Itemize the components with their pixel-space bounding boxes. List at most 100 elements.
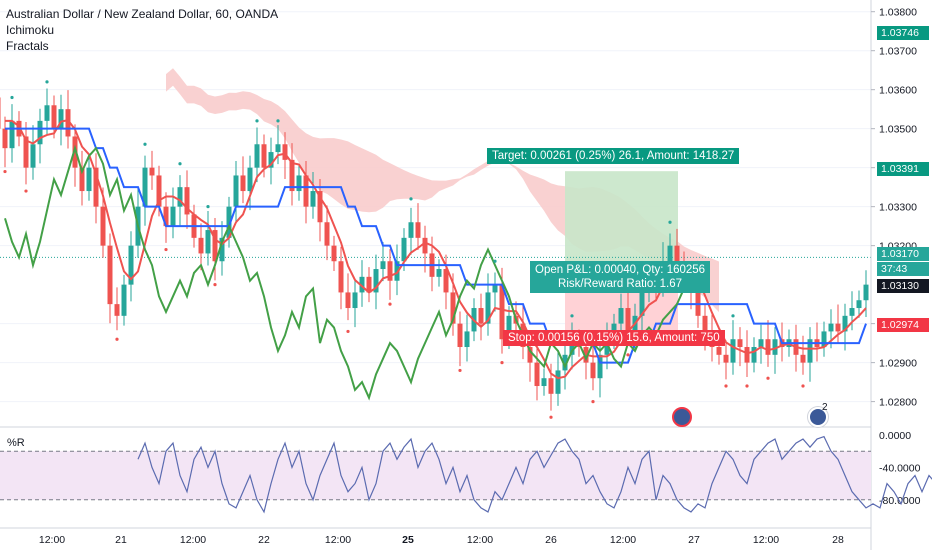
candle-body-10 xyxy=(51,105,57,129)
candle-body-124 xyxy=(849,308,855,316)
candle-body-113 xyxy=(772,339,778,355)
fractal-up-4 xyxy=(10,95,14,100)
candle-body-54 xyxy=(359,276,365,293)
time-tick-5: 25 xyxy=(402,534,414,546)
candle-body-37 xyxy=(240,175,246,192)
time-tick-11: 28 xyxy=(832,534,844,546)
candle-body-21 xyxy=(128,245,134,285)
time-tick-4: 12:00 xyxy=(325,534,351,546)
fractal-down-6 xyxy=(24,189,28,193)
candle-body-25 xyxy=(156,175,162,207)
candle-body-56 xyxy=(373,269,379,293)
candle-body-106 xyxy=(723,354,729,363)
price-tick-5: 1.03300 xyxy=(879,202,917,214)
time-axis[interactable]: 12:00 21 12:00 22 12:00 25 12:00 26 12:00 27 12:00… xyxy=(0,527,871,546)
williams-r-pane xyxy=(0,426,932,514)
fractal-down-58 xyxy=(388,302,392,306)
risk-reward-text: Risk/Reward Ratio: 1.67 xyxy=(558,278,683,290)
chikou-line xyxy=(4,144,699,401)
indicator-fractals[interactable]: Fractals xyxy=(6,39,49,53)
candle-body-12 xyxy=(65,109,71,137)
candle-body-111 xyxy=(758,339,764,348)
candle-body-110 xyxy=(751,347,757,363)
candle-body-68 xyxy=(457,323,463,348)
candle-body-118 xyxy=(807,339,813,363)
candle-body-89 xyxy=(604,339,610,355)
candle-body-24 xyxy=(149,167,155,176)
wr-line xyxy=(137,435,932,514)
fractal-down-74 xyxy=(500,361,504,365)
fractal-up-28 xyxy=(178,162,182,166)
candle-body-6 xyxy=(23,136,29,168)
candle-body-31 xyxy=(198,237,204,254)
price-label-high: 1.03746 xyxy=(877,26,929,40)
fractal-down-87 xyxy=(591,400,595,404)
candle-body-82 xyxy=(555,370,561,394)
fractal-up-39 xyxy=(255,119,259,123)
candle-body-91 xyxy=(618,308,624,324)
candle-body-29 xyxy=(184,187,190,215)
stop-badge[interactable]: Stop: 0.00156 (0.15%) 15.6, Amount: 750 xyxy=(503,330,725,346)
fractal-down-19 xyxy=(115,337,119,341)
candle-body-9 xyxy=(44,105,50,121)
fractal-down-81 xyxy=(549,415,553,419)
candle-body-81 xyxy=(548,378,554,394)
price-label-entry: 1.03130 xyxy=(877,279,929,293)
time-tick-0: 12:00 xyxy=(39,534,65,546)
candle-body-47 xyxy=(310,191,316,207)
fractal-down-92 xyxy=(626,353,630,357)
candle-body-41 xyxy=(268,152,274,168)
candle-body-48 xyxy=(317,191,323,223)
fractal-up-107 xyxy=(731,314,735,318)
candle-body-123 xyxy=(842,315,848,332)
wr-tick-0: 0.0000 xyxy=(879,430,911,442)
candle-body-26 xyxy=(163,206,169,227)
candle-body-62 xyxy=(415,222,421,238)
fractal-down-68 xyxy=(458,368,462,373)
candle-body-46 xyxy=(303,175,309,207)
candle-body-3 xyxy=(2,128,8,149)
candle-body-50 xyxy=(331,245,337,262)
time-tick-8: 12:00 xyxy=(610,534,636,546)
indicator-ichimoku[interactable]: Ichimoku xyxy=(6,23,55,37)
fractal-down-26 xyxy=(164,247,168,252)
fractal-down-109 xyxy=(745,384,749,388)
candle-body-19 xyxy=(114,304,120,316)
australia-flag-icon[interactable] xyxy=(808,407,828,427)
candle-body-45 xyxy=(296,175,302,192)
price-label-stop: 1.02974 xyxy=(877,318,929,332)
wr-tick-1: -40.0000 xyxy=(879,462,921,474)
candle-body-23 xyxy=(142,167,148,207)
candle-body-17 xyxy=(100,206,106,246)
candle-body-98 xyxy=(667,245,673,262)
candle-body-13 xyxy=(72,136,78,168)
candle-body-108 xyxy=(737,339,743,348)
pnl-badge[interactable]: Open P&L: 0.00040, Qty: 160256 Risk/Rewa… xyxy=(530,261,711,293)
candle-body-67 xyxy=(450,292,456,324)
fractal-down-3 xyxy=(3,169,7,174)
australia-flag-icon[interactable] xyxy=(672,407,692,427)
time-tick-7: 26 xyxy=(545,534,557,546)
candle-body-125 xyxy=(856,300,862,309)
symbol-title[interactable]: Australian Dollar / New Zealand Dollar, … xyxy=(6,7,279,21)
candle-body-65 xyxy=(436,269,442,277)
candle-body-42 xyxy=(275,144,281,153)
candle-body-15 xyxy=(86,167,92,192)
fractal-up-23 xyxy=(143,142,147,146)
fractal-up-9 xyxy=(45,80,49,84)
time-tick-10: 12:00 xyxy=(753,534,779,546)
time-tick-6: 12:00 xyxy=(467,534,493,546)
candle-body-53 xyxy=(352,292,358,309)
target-badge[interactable]: Target: 0.00261 (0.25%) 26.1, Amount: 14… xyxy=(487,148,740,164)
candle-body-103 xyxy=(702,315,708,332)
fractal-up-32 xyxy=(206,205,210,209)
candle-body-126 xyxy=(863,284,869,301)
candle-body-39 xyxy=(254,144,260,168)
wr-label: %R xyxy=(7,437,25,449)
candle-body-87 xyxy=(590,362,596,379)
candle-body-107 xyxy=(730,339,736,363)
candle-body-35 xyxy=(226,206,232,238)
price-label-countdown: 37:43 xyxy=(877,262,929,276)
candle-body-84 xyxy=(569,339,575,355)
